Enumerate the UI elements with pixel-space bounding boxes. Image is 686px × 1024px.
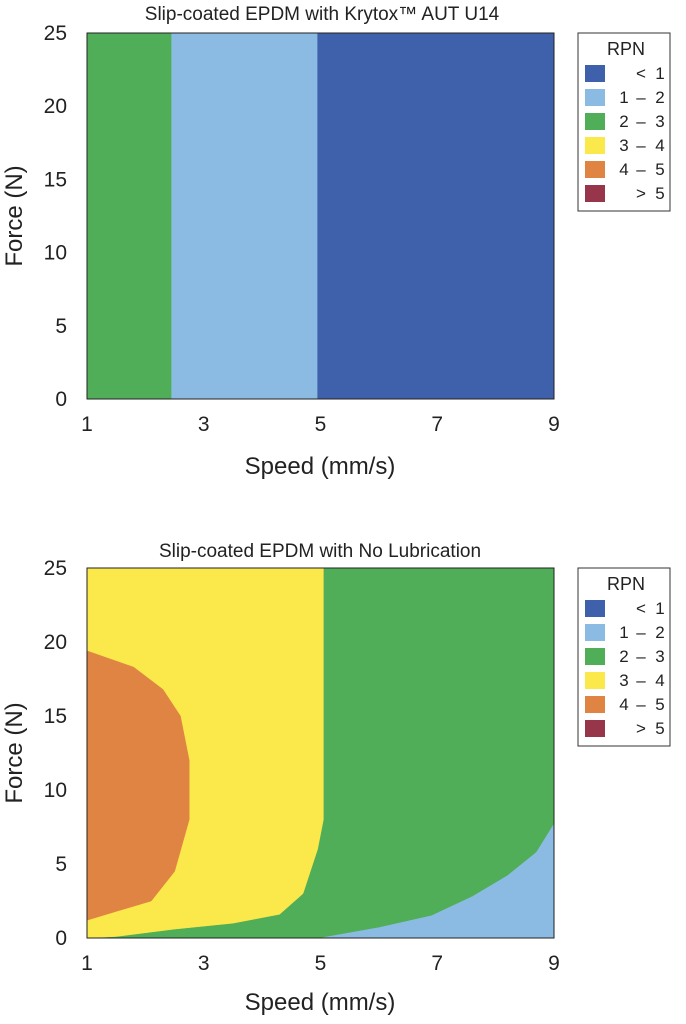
x-tick-label: 9 [548,952,560,975]
y-tick-label: 25 [44,557,67,580]
plot-frame [86,32,555,400]
y-tick-label: 10 [44,242,67,265]
legend-range-low: 4 [619,695,628,714]
legend-swatch [585,137,605,154]
legend-range-sep: > [636,184,646,203]
legend-range-low: 4 [619,160,628,179]
legend-swatch [585,65,605,82]
legend-range-sep: > [636,719,646,738]
legend-range-high: 1 [655,599,664,618]
legend-range-low: 2 [619,647,628,666]
plot-frame [86,567,555,939]
legend-range-high: 4 [655,136,664,155]
y-tick-label: 25 [44,22,67,45]
y-tick-label: 0 [55,388,67,411]
legend-range-sep: – [636,160,646,179]
y-tick-label: 0 [55,927,67,950]
y-tick-label: 15 [44,168,67,191]
legend-range-sep: < [636,64,646,83]
legend-range-high: 5 [655,160,664,179]
x-tick-label: 3 [198,413,210,436]
legend: RPN< 11–22–33–44–5> 5 [577,567,671,747]
legend-range-high: 3 [655,112,664,131]
rpn-region [317,32,555,400]
legend-range-sep: – [636,88,646,107]
chart-title: Slip-coated EPDM with Krytox™ AUT U14 [145,4,500,25]
y-tick-label: 20 [44,631,67,654]
legend-swatch [585,89,605,106]
legend-title: RPN [607,574,645,594]
legend-swatch [585,672,605,689]
legend-range-sep: – [636,136,646,155]
y-tick-label: 20 [44,95,67,118]
legend-swatch [585,624,605,641]
y-axis-label: Force (N) [1,165,28,266]
legend-swatch [585,185,605,202]
legend-range-high: 5 [655,184,664,203]
legend-title: RPN [607,39,645,59]
chart-no-lubrication: Slip-coated EPDM with No Lubrication 1 3 5… [1,541,671,1016]
chart-krytox: Slip-coated EPDM with Krytox™ AUT U14 1 3… [1,4,671,480]
legend-swatch [585,720,605,737]
legend-range-sep: < [636,599,646,618]
legend-range-low: 1 [619,88,628,107]
x-tick-label: 7 [431,413,443,436]
legend-range-low: 2 [619,112,628,131]
legend-range-high: 2 [655,88,664,107]
y-tick-label: 10 [44,779,67,802]
legend-swatch [585,161,605,178]
x-tick-label: 5 [315,952,327,975]
x-tick-label: 3 [198,952,210,975]
rpn-region [86,650,190,921]
legend-swatch [585,113,605,130]
legend-swatch [585,696,605,713]
legend-range-sep: – [636,695,646,714]
x-axis-label: Speed (mm/s) [245,989,396,1016]
chart-title: Slip-coated EPDM with No Lubrication [159,541,481,562]
legend-swatch [585,600,605,617]
rpn-region [171,32,318,400]
legend: RPN< 11–22–33–44–5> 5 [577,32,671,212]
legend-range-sep: – [636,671,646,690]
legend-range-low: 3 [619,671,628,690]
rpn-region [86,32,172,400]
y-tick-label: 5 [55,315,67,338]
x-tick-label: 1 [81,952,93,975]
legend-range-sep: – [636,623,646,642]
legend-range-high: 3 [655,647,664,666]
y-tick-label: 5 [55,853,67,876]
x-axis-label: Speed (mm/s) [245,453,396,480]
legend-range-sep: – [636,647,646,666]
legend-range-high: 5 [655,695,664,714]
x-tick-label: 1 [81,413,93,436]
x-tick-label: 7 [431,952,443,975]
legend-range-high: 4 [655,671,664,690]
legend-swatch [585,648,605,665]
legend-range-low: 1 [619,623,628,642]
x-tick-label: 9 [548,413,560,436]
legend-range-low: 3 [619,136,628,155]
y-tick-label: 15 [44,705,67,728]
legend-range-high: 5 [655,719,664,738]
legend-range-sep: – [636,112,646,131]
x-tick-label: 5 [315,413,327,436]
y-axis-label: Force (N) [1,702,28,803]
legend-range-high: 1 [655,64,664,83]
legend-range-high: 2 [655,623,664,642]
